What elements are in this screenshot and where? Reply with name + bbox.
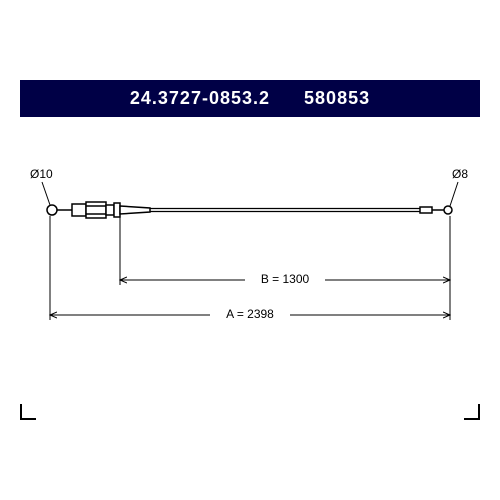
right-dia-leader bbox=[450, 182, 458, 206]
diagram-frame: 24.3727-0853.2 580853 bbox=[20, 80, 480, 420]
right-end-fitting bbox=[420, 206, 452, 214]
corner-bl bbox=[20, 404, 36, 420]
left-diameter-label: Ø10 bbox=[30, 167, 53, 181]
header-bar: 24.3727-0853.2 580853 bbox=[20, 80, 480, 117]
dimension-b-label: B = 1300 bbox=[261, 272, 310, 286]
left-dia-leader bbox=[42, 182, 50, 205]
cable-body bbox=[150, 209, 420, 212]
left-end-fitting bbox=[47, 202, 150, 218]
part-code: 580853 bbox=[304, 88, 370, 108]
part-number: 24.3727-0853.2 bbox=[130, 88, 270, 108]
corner-br bbox=[464, 404, 480, 420]
dimension-a-label: A = 2398 bbox=[226, 307, 274, 321]
right-diameter-label: Ø8 bbox=[452, 167, 468, 181]
technical-drawing: Ø10 Ø8 B = 1300 A = 2398 bbox=[20, 130, 480, 390]
